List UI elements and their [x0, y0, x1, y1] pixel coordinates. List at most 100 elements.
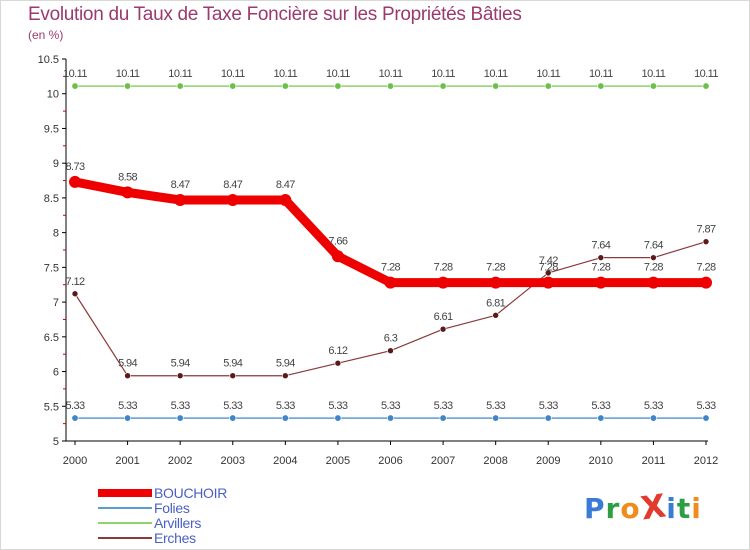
data-label-arvillers: 10.11	[431, 68, 455, 80]
y-tick-label: 8	[53, 228, 59, 240]
legend-label: Folies	[154, 500, 190, 516]
data-point-erches	[439, 325, 447, 333]
data-label-arvillers: 10.11	[642, 68, 666, 80]
y-tick-label: 8.5	[44, 193, 59, 205]
data-label-folies: 5.33	[223, 400, 242, 412]
data-label-arvillers: 10.11	[589, 68, 613, 80]
logo-letter: P	[584, 492, 606, 525]
legend-swatch	[98, 507, 152, 509]
data-point-arvillers	[334, 82, 342, 90]
data-point-erches	[282, 372, 289, 380]
data-point-arvillers	[124, 82, 132, 90]
logo-letter: r	[605, 492, 621, 525]
data-label-erches: 5.94	[223, 358, 242, 370]
data-point-erches	[387, 347, 394, 355]
logo-letter: i	[691, 492, 702, 525]
data-point-erches	[702, 238, 710, 245]
data-label-arvillers: 10.11	[273, 68, 297, 80]
data-point-bouchoir	[437, 276, 450, 289]
legend-swatch	[98, 522, 152, 524]
data-label-folies: 5.33	[644, 400, 663, 412]
y-axis-unit-label: (en %)	[28, 28, 64, 42]
data-label-arvillers: 10.11	[484, 68, 508, 80]
x-tick-label: 2011	[642, 455, 666, 467]
data-label-bouchoir: 7.28	[591, 262, 610, 274]
x-tick-label: 2009	[536, 455, 560, 467]
data-label-erches: 6.3	[384, 333, 398, 345]
legend-label: BOUCHOIR	[154, 485, 228, 501]
data-point-arvillers	[702, 82, 710, 90]
y-tick-label: 9	[53, 158, 59, 170]
data-point-folies	[544, 414, 552, 422]
data-label-bouchoir: 7.28	[696, 262, 715, 274]
data-point-arvillers	[229, 82, 237, 90]
x-tick-label: 2008	[483, 455, 507, 467]
data-label-arvillers: 10.11	[168, 68, 192, 80]
data-label-arvillers: 10.11	[63, 68, 87, 80]
data-label-erches: 6.12	[328, 345, 347, 357]
data-point-bouchoir	[489, 276, 502, 289]
data-label-arvillers: 10.11	[116, 68, 140, 80]
data-point-erches	[176, 372, 184, 380]
data-point-bouchoir	[700, 276, 712, 289]
x-tick-label: 2002	[168, 455, 192, 467]
data-point-bouchoir	[279, 193, 292, 206]
data-point-folies	[492, 414, 500, 422]
data-point-bouchoir	[647, 276, 660, 289]
data-point-folies	[334, 414, 342, 422]
data-point-bouchoir	[121, 186, 134, 199]
y-tick-label: 6	[53, 367, 59, 379]
data-label-erches: 5.94	[171, 358, 190, 370]
legend-swatch	[98, 489, 152, 497]
data-point-erches	[229, 372, 237, 380]
data-label-folies: 5.33	[276, 400, 295, 412]
data-point-folies	[176, 414, 184, 422]
x-tick-label: 2006	[378, 455, 402, 467]
data-point-bouchoir	[226, 193, 239, 206]
data-label-erches: 7.64	[644, 240, 663, 252]
data-point-arvillers	[492, 82, 500, 90]
y-tick-label: 10	[47, 89, 59, 101]
data-point-erches	[71, 290, 79, 298]
logo-letter: t	[676, 492, 692, 525]
logo-letter: o	[620, 492, 641, 525]
data-label-bouchoir: 8.58	[118, 171, 137, 183]
data-point-folies	[229, 414, 237, 422]
data-point-arvillers	[386, 82, 394, 90]
data-point-folies	[386, 414, 394, 422]
legend-label: Arvillers	[154, 515, 202, 531]
data-label-erches: 7.64	[591, 240, 610, 252]
data-label-folies: 5.33	[591, 400, 610, 412]
x-tick-label: 2010	[589, 455, 613, 467]
data-label-bouchoir: 8.47	[276, 179, 295, 191]
data-point-folies	[649, 414, 657, 422]
x-tick-label: 2005	[326, 455, 350, 467]
x-tick-label: 2001	[115, 455, 139, 467]
y-tick-label: 9.5	[44, 123, 59, 135]
data-label-arvillers: 10.11	[379, 68, 403, 80]
y-tick-label: 7.5	[44, 262, 59, 274]
data-point-bouchoir	[69, 175, 81, 188]
data-point-arvillers	[176, 82, 184, 90]
data-label-folies: 5.33	[539, 400, 558, 412]
data-label-folies: 5.33	[171, 400, 190, 412]
x-tick-label: 2003	[221, 455, 245, 467]
data-point-folies	[439, 414, 447, 422]
x-tick-label: 2004	[273, 455, 297, 467]
data-label-folies: 5.33	[118, 400, 137, 412]
data-label-arvillers: 10.11	[536, 68, 560, 80]
data-point-erches	[334, 359, 342, 367]
data-label-erches: 7.87	[696, 224, 715, 236]
data-label-folies: 5.33	[696, 400, 715, 412]
y-tick-label: 7	[53, 297, 59, 309]
data-point-bouchoir	[594, 276, 607, 289]
data-label-arvillers: 10.11	[221, 68, 245, 80]
data-label-arvillers: 10.11	[326, 68, 350, 80]
data-label-erches: 7.12	[65, 276, 84, 288]
data-point-erches	[492, 311, 499, 319]
proxiti-logo: ProXiti	[584, 486, 702, 527]
data-point-erches	[597, 254, 605, 261]
data-label-bouchoir: 7.28	[644, 262, 663, 274]
y-tick-label: 5	[53, 436, 59, 448]
